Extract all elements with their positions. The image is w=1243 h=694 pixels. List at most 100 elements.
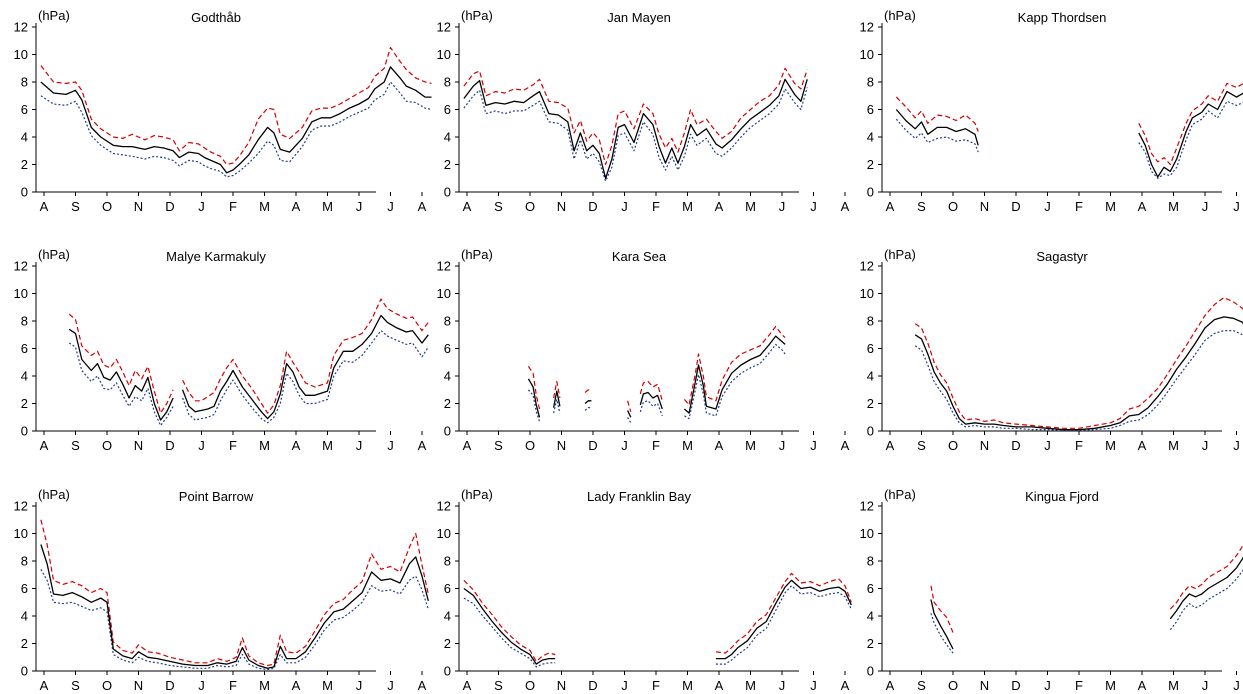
x-tick-label: S	[917, 199, 926, 214]
y-tick-label: 4	[444, 609, 451, 624]
y-tick-label: 8	[21, 75, 28, 90]
series-line-mean	[627, 410, 632, 418]
series-line-mean	[715, 579, 852, 660]
y-tick-label: 0	[867, 185, 874, 200]
x-tick-label: J	[810, 438, 817, 453]
y-tick-label: 10	[14, 526, 28, 541]
x-tick-label: A	[463, 199, 472, 214]
series-line-mean	[639, 391, 663, 410]
series-line-lower	[715, 585, 852, 665]
series-line-mean	[1138, 90, 1243, 178]
series-line-mean	[181, 314, 429, 420]
series-line-upper	[68, 313, 174, 414]
x-tick-label: N	[557, 438, 566, 453]
x-tick-label: D	[588, 678, 597, 693]
y-tick-label: 10	[14, 286, 28, 301]
chart-panel: 0 2 4 6 8 10 12 A S O N D J F M A M J J A (hPa) Jan Mayen	[437, 8, 850, 214]
y-tick-label: 8	[21, 314, 28, 329]
x-tick-label: A	[1138, 199, 1147, 214]
x-tick-label: S	[494, 199, 503, 214]
series-line-lower	[40, 81, 432, 178]
series-line-upper	[463, 67, 808, 166]
series-line-lower	[68, 342, 174, 427]
y-tick-label: 12	[14, 20, 28, 35]
chart-title: Kapp Thordsen	[1018, 10, 1107, 25]
x-tick-label: S	[71, 199, 80, 214]
x-tick-label: D	[165, 199, 174, 214]
y-tick-label: 6	[21, 581, 28, 596]
chart-panel: 0 2 4 6 8 10 12 A S O N D J F M A M J J A (hPa) Malye Karmaku…	[14, 247, 429, 453]
y-tick-label: 12	[437, 20, 451, 35]
series-line-upper	[683, 325, 786, 406]
x-tick-label: A	[40, 199, 49, 214]
x-tick-label: N	[980, 678, 989, 693]
x-tick-label: F	[229, 199, 237, 214]
x-tick-label: M	[745, 199, 756, 214]
unit-label: (hPa)	[884, 247, 916, 262]
x-tick-label: J	[779, 438, 786, 453]
y-tick-label: 0	[444, 424, 451, 439]
y-tick-label: 12	[437, 499, 451, 514]
y-tick-label: 4	[444, 369, 451, 384]
y-tick-label: 6	[444, 341, 451, 356]
series-line-lower	[527, 389, 541, 422]
unit-label: (hPa)	[38, 8, 70, 23]
series-line-upper	[463, 579, 556, 662]
series-line-lower	[895, 118, 979, 153]
y-tick-label: 4	[867, 130, 874, 145]
x-tick-label: A	[715, 438, 724, 453]
y-tick-label: 0	[867, 424, 874, 439]
y-tick-label: 12	[860, 259, 874, 274]
x-tick-label: J	[779, 678, 786, 693]
y-tick-label: 2	[21, 157, 28, 172]
x-tick-label: O	[525, 438, 535, 453]
x-tick-label: A	[841, 678, 850, 693]
x-tick-label: O	[525, 199, 535, 214]
y-tick-label: 6	[444, 581, 451, 596]
chart-title: Kingua Fjord	[1025, 489, 1099, 504]
chart-title: Kara Sea	[612, 249, 667, 264]
y-tick-label: 0	[21, 664, 28, 679]
x-tick-label: M	[1105, 678, 1116, 693]
series-line-lower	[914, 330, 1243, 431]
x-tick-label: M	[745, 438, 756, 453]
series-line-upper	[627, 400, 632, 412]
x-tick-label: F	[229, 678, 237, 693]
x-tick-label: M	[1105, 438, 1116, 453]
unit-label: (hPa)	[461, 487, 493, 502]
x-tick-label: S	[494, 438, 503, 453]
chart-title: Malye Karmakuly	[166, 249, 266, 264]
x-tick-label: M	[259, 199, 270, 214]
x-tick-label: J	[1233, 678, 1240, 693]
x-tick-label: S	[71, 678, 80, 693]
x-tick-label: D	[1011, 199, 1020, 214]
x-tick-label: M	[322, 438, 333, 453]
x-tick-label: D	[165, 438, 174, 453]
x-tick-label: J	[1202, 438, 1209, 453]
series-line-lower	[463, 87, 808, 182]
x-tick-label: O	[525, 678, 535, 693]
chart-panel: 0 2 4 6 8 10 12 A S O N D J F M A M J J A (hPa) Point Barrow	[14, 487, 429, 693]
series-line-mean	[930, 599, 954, 650]
y-tick-label: 10	[437, 526, 451, 541]
series-line-upper	[553, 380, 561, 399]
y-tick-label: 8	[21, 554, 28, 569]
x-tick-label: M	[322, 199, 333, 214]
chart-panel: 0 2 4 6 8 10 12 A S O N D J F M A M J J A (hPa) Godthåb	[14, 8, 432, 214]
x-tick-label: N	[980, 199, 989, 214]
series-line-upper	[527, 366, 541, 410]
series-line-upper	[930, 585, 954, 633]
x-tick-label: N	[980, 438, 989, 453]
x-tick-label: J	[1202, 678, 1209, 693]
x-tick-label: N	[557, 199, 566, 214]
x-tick-label: J	[1202, 199, 1209, 214]
series-line-upper	[715, 572, 852, 654]
series-line-lower	[1169, 569, 1243, 631]
chart-title: Godthåb	[191, 10, 241, 25]
unit-label: (hPa)	[38, 487, 70, 502]
unit-label: (hPa)	[884, 487, 916, 502]
x-tick-label: M	[1105, 199, 1116, 214]
unit-label: (hPa)	[884, 8, 916, 23]
